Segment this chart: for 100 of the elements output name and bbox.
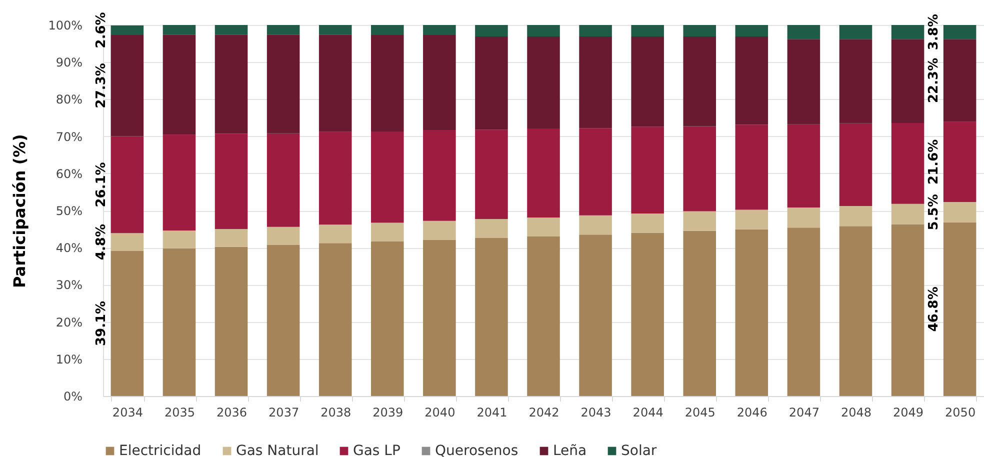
x-tick-label: 2044 — [632, 406, 664, 420]
bar — [318, 34, 352, 132]
bar — [266, 133, 300, 227]
bar — [110, 233, 144, 251]
x-tick-label: 2043 — [580, 406, 612, 420]
x-tick-label: 2048 — [840, 406, 872, 420]
bar — [110, 35, 144, 136]
bar — [787, 124, 820, 208]
bar — [943, 39, 976, 122]
y-tick-label: 40% — [56, 241, 82, 256]
x-tick-label: 2034 — [112, 406, 143, 420]
bar — [527, 36, 560, 129]
bar — [423, 130, 456, 221]
data-label: 22.3% — [926, 58, 942, 104]
bar — [214, 229, 248, 247]
bar — [683, 25, 716, 36]
bar — [214, 34, 248, 134]
bar — [631, 126, 664, 214]
bar — [110, 136, 144, 234]
bar — [214, 246, 248, 396]
bar — [735, 210, 768, 230]
y-tick-label: 10% — [56, 352, 82, 366]
bar — [787, 208, 820, 228]
bar — [683, 230, 716, 396]
bar — [318, 25, 352, 35]
bar — [266, 34, 300, 134]
bar — [370, 35, 404, 132]
bar — [162, 25, 196, 35]
x-tick-label: 2049 — [892, 406, 924, 420]
legend-label: Querosenos — [435, 443, 518, 457]
bar — [579, 128, 612, 216]
x-tick-label: 2040 — [424, 406, 456, 420]
bar — [423, 25, 456, 36]
bar — [266, 245, 300, 396]
bar — [631, 213, 664, 233]
bar — [943, 202, 976, 222]
y-tick-label: 20% — [56, 315, 82, 330]
legend-label: Solar — [621, 443, 657, 457]
x-tick-label: 2035 — [164, 406, 196, 420]
bar — [683, 36, 716, 126]
bar — [631, 36, 664, 127]
bar — [475, 130, 508, 220]
bar — [266, 226, 300, 246]
bar — [110, 250, 144, 396]
bar — [423, 35, 456, 130]
bar — [370, 222, 404, 242]
bar — [943, 25, 976, 40]
y-tick-label: 90% — [56, 56, 82, 70]
bar — [527, 128, 560, 218]
bar — [579, 215, 612, 235]
x-tick-label: 2042 — [528, 406, 560, 420]
bar — [787, 228, 820, 396]
bar — [891, 224, 924, 396]
y-tick-label: 60% — [56, 166, 82, 181]
bar — [839, 206, 872, 226]
x-tick-label: 2041 — [476, 406, 508, 420]
bar — [839, 25, 872, 40]
bar — [839, 39, 872, 124]
bar — [839, 123, 872, 206]
data-label: 26.1% — [94, 162, 109, 208]
bar — [162, 230, 196, 248]
bar — [787, 39, 820, 124]
bar — [683, 126, 716, 212]
bar — [162, 134, 196, 231]
x-tick-label: 2038 — [320, 406, 352, 420]
bar — [475, 219, 508, 238]
bar — [266, 25, 300, 35]
bar — [423, 240, 456, 396]
bar — [423, 220, 456, 240]
bar — [891, 204, 924, 224]
bar — [162, 248, 196, 396]
data-label: 21.6% — [926, 139, 942, 184]
bar — [370, 25, 404, 36]
bar — [475, 238, 508, 396]
bar — [631, 232, 664, 396]
y-tick-label: 50% — [56, 204, 82, 218]
y-tick-label: 30% — [56, 278, 82, 292]
bar — [475, 36, 508, 130]
bar — [527, 25, 560, 36]
bar — [891, 39, 924, 123]
bar — [735, 36, 768, 125]
data-label: 39.1% — [94, 300, 109, 346]
bar — [214, 134, 248, 230]
bar — [370, 131, 404, 223]
data-label: 2.6% — [94, 12, 109, 48]
bar — [318, 132, 352, 225]
bar — [735, 124, 768, 210]
bar — [579, 25, 612, 36]
data-label: 27.3% — [94, 63, 109, 108]
legend-label: Leña — [553, 443, 587, 457]
bar — [891, 122, 924, 204]
bar — [527, 236, 560, 396]
bar — [943, 222, 976, 396]
bar — [214, 25, 248, 35]
data-label: 4.8% — [94, 224, 109, 260]
data-label: 3.8% — [926, 14, 942, 50]
bar — [839, 226, 872, 396]
bar — [110, 25, 144, 36]
x-tick-label: 2047 — [788, 406, 820, 420]
bar — [787, 25, 820, 40]
